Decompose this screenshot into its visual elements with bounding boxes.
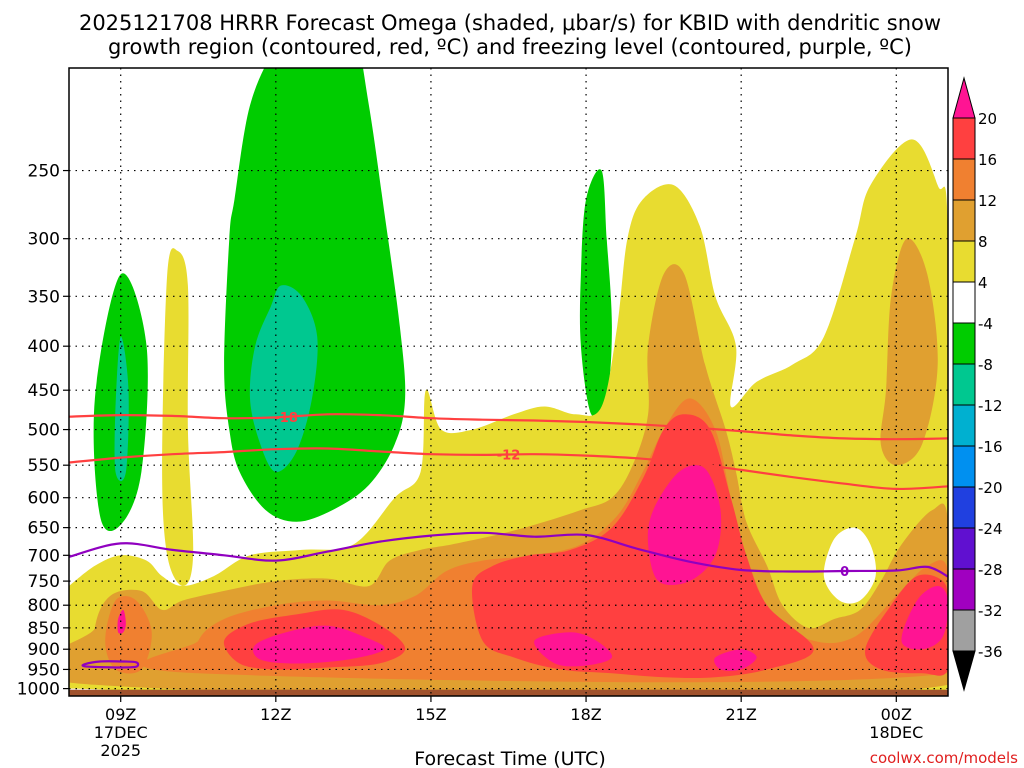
colorbar-bin-7 — [952, 363, 976, 406]
dgz-minus12-line — [69, 447, 948, 491]
colorbar-bin-13 — [952, 609, 976, 652]
omega-region-magenta-1 — [117, 609, 126, 634]
colorbar-label--16: -16 — [978, 438, 1003, 456]
y-tick-label-800: 800 — [28, 596, 60, 616]
y-tick-label-250: 250 — [28, 162, 60, 182]
colorbar-label--36: -36 — [978, 643, 1003, 661]
y-tick-label-750: 750 — [28, 572, 60, 592]
colorbar-label--12: -12 — [978, 397, 1003, 415]
colorbar-label--24: -24 — [978, 520, 1003, 538]
y-tick-label-400: 400 — [28, 337, 60, 357]
dgz-minus18-line — [69, 413, 948, 441]
omega-region-teal-upper-left — [114, 336, 129, 482]
colorbar-label--8: -8 — [978, 356, 993, 374]
omega-region-green-big — [224, 68, 406, 522]
x-tick-label-21Z: 21Z — [726, 705, 757, 724]
colorbar-label--4: -4 — [978, 315, 993, 333]
colorbar-bin-9 — [952, 445, 976, 488]
x-tick-label-18Z: 18Z — [570, 705, 601, 724]
colorbar-bin-5 — [952, 281, 976, 324]
y-tick-label-450: 450 — [28, 381, 60, 401]
x-tick-label-12Z: 12Z — [260, 705, 291, 724]
ground-layer — [69, 689, 948, 696]
plot-frame — [68, 67, 949, 697]
colorbar-bin-8 — [952, 404, 976, 447]
freezing-level-label: 0 — [840, 565, 849, 580]
y-tick-label-950: 950 — [28, 660, 60, 680]
omega-region-teal-big — [249, 285, 318, 473]
colorbar-bin-1 — [952, 117, 976, 160]
colorbar-bottom-arrow — [952, 650, 976, 692]
colorbar-bin-3 — [952, 199, 976, 242]
x-axis-label: Forecast Time (UTC) — [414, 748, 605, 768]
y-tick-label-500: 500 — [28, 421, 60, 441]
colorbar-bin-6 — [952, 322, 976, 365]
chart-title-line1: 2025121708 HRRR Forecast Omega (shaded, … — [79, 11, 941, 35]
y-axis: 2503003504004505005506006507007508008509… — [17, 162, 69, 700]
x-tick-label-00Z: 00Z — [881, 705, 912, 724]
chart-title-line2: growth region (contoured, red, ºC) and f… — [108, 35, 912, 59]
colorbar-label--20: -20 — [978, 479, 1003, 497]
colorbar-bin-12 — [952, 568, 976, 611]
omega-region-white-hole — [823, 527, 877, 604]
colorbar-label-12: 12 — [978, 192, 997, 210]
colorbar-bin-10 — [952, 486, 976, 529]
colorbar: 20 16 12 8 4 -4 -8 -12 -16 -20 -24 -28 -32 -36 — [952, 76, 1003, 692]
y-tick-label-650: 650 — [28, 519, 60, 539]
omega-region-magenta-4 — [647, 465, 722, 586]
grid-lines — [69, 68, 948, 696]
omega-region-light-orange-2 — [880, 238, 938, 466]
x-tick-sublabel2-09Z: 2025 — [100, 741, 141, 760]
plot-area: -18 -12 0 — [68, 67, 949, 697]
x-tick-label-15Z: 15Z — [415, 705, 446, 724]
y-tick-label-550: 550 — [28, 456, 60, 476]
x-tick-sublabel-00Z: 18DEC — [869, 723, 923, 742]
omega-region-red-2 — [471, 414, 814, 678]
y-tick-label-900: 900 — [28, 640, 60, 660]
colorbar-label--32: -32 — [978, 602, 1003, 620]
omega-region-magenta-6 — [714, 649, 757, 671]
colorbar-bin-2 — [952, 158, 976, 201]
y-tick-label-350: 350 — [28, 287, 60, 307]
colorbar-label--28: -28 — [978, 561, 1003, 579]
omega-region-magenta-5 — [901, 586, 948, 650]
colorbar-bin-11 — [952, 527, 976, 570]
x-tick-label-09Z: 09Z — [105, 705, 136, 724]
omega-region-magenta-3 — [534, 632, 613, 667]
x-tick-sublabel-09Z: 17DEC — [94, 723, 148, 742]
dgz-minus18-label: -18 — [274, 411, 298, 426]
y-tick-label-700: 700 — [28, 546, 60, 566]
freezing-loop — [81, 660, 140, 669]
colorbar-label-4: 4 — [978, 274, 988, 292]
isotherm-contours: -18 -12 0 — [69, 411, 948, 669]
colorbar-top-arrow — [952, 76, 976, 119]
y-tick-label-850: 850 — [28, 619, 60, 639]
y-tick-label-600: 600 — [28, 489, 60, 509]
dgz-minus12-label: -12 — [497, 449, 521, 464]
y-tick-label-300: 300 — [28, 230, 60, 250]
omega-shaded-regions — [69, 68, 948, 696]
watermark: coolwx.com/models — [870, 749, 1018, 767]
omega-region-magenta-2 — [253, 625, 385, 664]
colorbar-label-20: 20 — [978, 110, 997, 128]
y-tick-label-1000: 1000 — [17, 680, 60, 700]
freezing-level-line — [69, 531, 948, 578]
omega-region-orange-1 — [105, 595, 152, 674]
omega-region-green-mid — [579, 169, 612, 418]
colorbar-label-8: 8 — [978, 233, 988, 251]
colorbar-bin-4 — [952, 240, 976, 283]
colorbar-label-16: 16 — [978, 151, 997, 169]
